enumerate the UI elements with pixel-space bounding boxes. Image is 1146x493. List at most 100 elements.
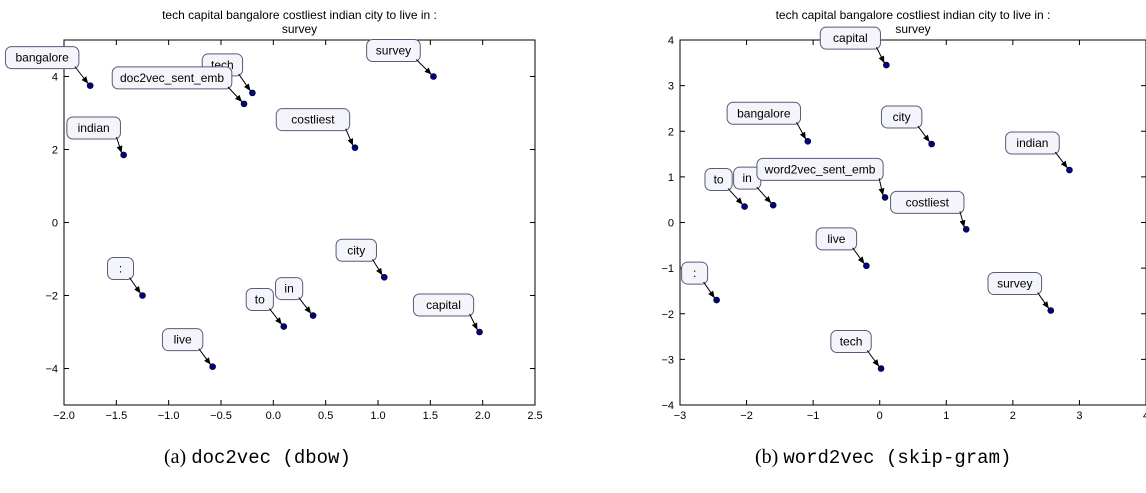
point-label: costliest xyxy=(906,195,950,209)
caption-b-detail: (skip-gram) xyxy=(874,447,1012,469)
annotation-arrow xyxy=(866,350,880,367)
label-box xyxy=(987,272,1043,296)
annotation-arrow xyxy=(415,59,432,75)
annotation-arrow xyxy=(727,188,743,205)
point-annotation: word2vec_sent_emb xyxy=(756,157,889,201)
label-box xyxy=(275,108,351,132)
data-point xyxy=(476,328,483,336)
point-annotation: to xyxy=(704,168,748,210)
x-tick-label: −2 xyxy=(740,410,753,422)
label-box xyxy=(681,261,709,285)
x-tick-label: 0.0 xyxy=(266,410,281,422)
point-annotation: costliest xyxy=(275,108,359,151)
caption-b-prefix: (b) xyxy=(755,446,784,468)
data-point xyxy=(741,203,748,210)
annotation-arrow xyxy=(703,281,716,299)
annotation-arrow xyxy=(1037,292,1050,309)
label-box xyxy=(111,66,233,90)
point-label: : xyxy=(119,262,122,276)
label-box xyxy=(726,101,802,125)
x-tick-label: −1 xyxy=(807,410,820,422)
point-annotation: : xyxy=(681,261,720,304)
y-tick-label: 0 xyxy=(52,218,58,230)
point-annotation: survey xyxy=(987,272,1055,314)
data-point xyxy=(883,61,890,69)
data-point xyxy=(863,262,870,270)
y-tick-label: 4 xyxy=(52,72,58,84)
label-box xyxy=(161,328,204,352)
y-tick-label: −3 xyxy=(661,354,674,366)
x-tick-label: −1.5 xyxy=(105,410,127,422)
x-tick-label: −1.0 xyxy=(158,410,180,422)
annotation-arrow xyxy=(345,128,354,146)
annotation-arrow xyxy=(298,297,312,314)
point-label: indian xyxy=(1016,136,1048,150)
label-box xyxy=(880,105,923,129)
point-annotation: costliest xyxy=(890,190,970,233)
caption-a: (a) doc2vec (dbow) xyxy=(164,446,351,469)
point-annotation: to xyxy=(245,288,288,330)
point-label: word2vec_sent_emb xyxy=(764,162,876,176)
caption-b-name: word2vec xyxy=(783,447,875,469)
data-point xyxy=(962,226,970,233)
data-point xyxy=(877,365,885,372)
x-tick-label: 1 xyxy=(943,410,949,422)
point-label: bangalore xyxy=(737,106,791,120)
x-tick-label: 3 xyxy=(1076,410,1082,422)
point-label: costliest xyxy=(291,113,335,127)
data-point xyxy=(309,312,317,319)
point-label: survey xyxy=(997,277,1032,291)
annotation-arrow xyxy=(917,125,931,143)
data-point xyxy=(380,273,388,281)
point-label: city xyxy=(893,110,911,124)
x-tick-label: 2.0 xyxy=(475,410,490,422)
point-annotation: indian xyxy=(66,116,127,159)
y-tick-label: 2 xyxy=(52,145,58,157)
data-point xyxy=(769,201,777,209)
data-point xyxy=(804,137,812,145)
point-label: indian xyxy=(78,121,110,135)
x-tick-label: 1.5 xyxy=(423,410,438,422)
label-box xyxy=(815,227,858,251)
point-label: survey xyxy=(376,44,411,58)
point-label: to xyxy=(255,293,265,307)
point-label: tech xyxy=(840,335,863,349)
data-point xyxy=(351,144,359,151)
annotation-arrow xyxy=(878,178,885,196)
point-label: doc2vec_sent_emb xyxy=(120,71,224,85)
data-point xyxy=(249,89,256,97)
plot-frame xyxy=(679,39,1146,406)
label-box xyxy=(704,168,733,192)
point-annotation: indian xyxy=(1005,131,1073,174)
annotation-arrow xyxy=(876,46,885,64)
x-tick-label: 4 xyxy=(1143,410,1146,422)
point-annotation: city xyxy=(335,238,388,281)
label-box xyxy=(4,46,80,70)
point-annotation: city xyxy=(880,105,935,148)
chart-title-line1: tech capital bangalore costliest indian … xyxy=(162,8,437,22)
point-annotation: : xyxy=(107,257,146,299)
data-point xyxy=(86,82,94,89)
point-annotation: in xyxy=(275,277,317,319)
point-label: in xyxy=(284,282,293,296)
annotation-arrow xyxy=(469,313,478,331)
label-box xyxy=(819,26,881,50)
data-point xyxy=(280,323,288,330)
label-box xyxy=(107,257,134,280)
y-tick-label: −2 xyxy=(45,291,58,303)
point-label: capital xyxy=(426,298,461,312)
plot-frame xyxy=(63,39,536,406)
annotation-arrow xyxy=(796,122,807,140)
x-tick-label: 2 xyxy=(1010,410,1016,422)
y-tick-label: −1 xyxy=(661,263,674,275)
label-box xyxy=(830,330,872,353)
data-point xyxy=(1066,166,1073,174)
point-label: city xyxy=(347,243,365,257)
data-point xyxy=(240,100,248,108)
annotation-arrow xyxy=(115,136,123,154)
y-tick-label: 4 xyxy=(668,35,674,47)
point-label: bangalore xyxy=(15,51,69,65)
y-tick-label: −4 xyxy=(45,364,58,376)
point-label: to xyxy=(714,173,724,187)
annotation-arrow xyxy=(1054,151,1068,169)
